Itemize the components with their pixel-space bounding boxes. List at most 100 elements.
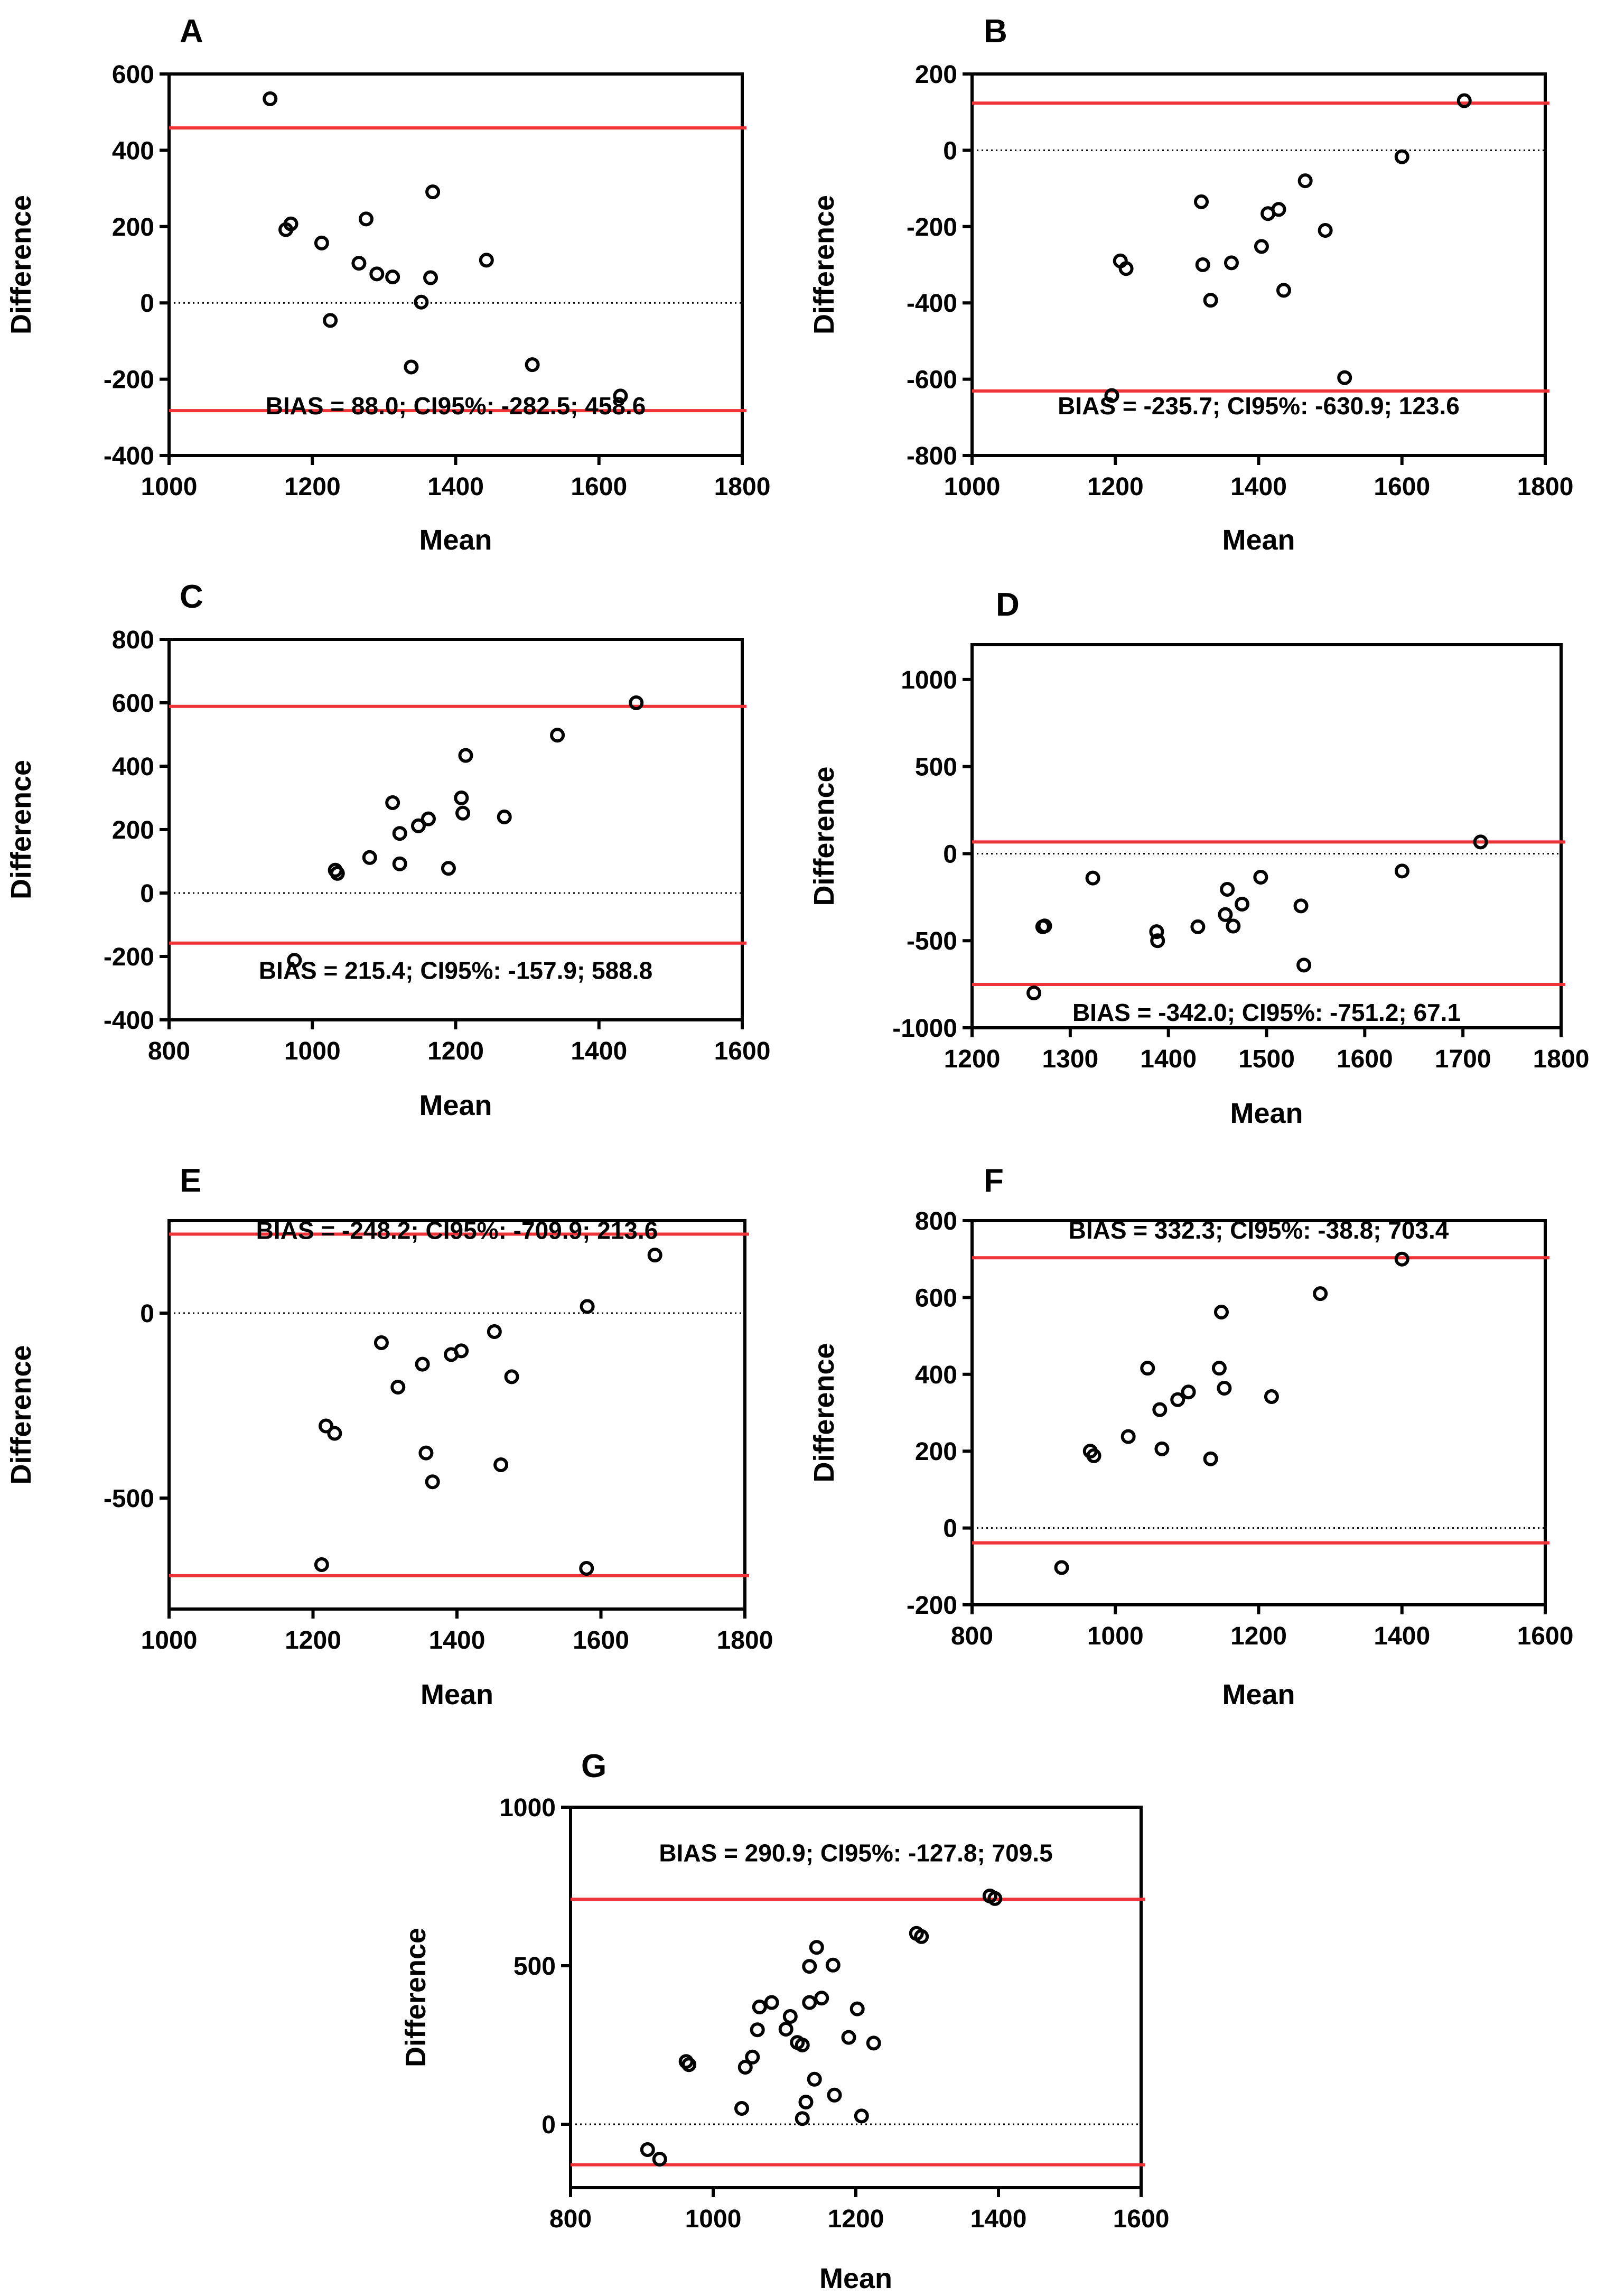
data-point [782, 2009, 798, 2024]
y-tick-label: 400 [915, 1361, 957, 1389]
x-tick-label: 800 [549, 2205, 592, 2233]
data-point [1203, 1451, 1218, 1466]
x-axis-title: Mean [1230, 1098, 1303, 1129]
data-point [1217, 1380, 1232, 1396]
data-point [441, 861, 456, 876]
y-axis-title: Difference [808, 766, 840, 906]
data-point [647, 1248, 662, 1263]
data-point [1224, 255, 1239, 271]
data-point [1226, 918, 1241, 934]
data-point [580, 1299, 595, 1314]
data-point [1026, 986, 1042, 1001]
data-point [390, 1380, 406, 1395]
data-point [362, 850, 377, 865]
panel-letter: D [996, 587, 1020, 623]
data-point [807, 2071, 822, 2087]
panel-letter: E [180, 1163, 201, 1199]
y-axis-title: Difference [5, 1345, 37, 1484]
x-tick-label: 1400 [970, 2205, 1027, 2233]
data-point [1085, 870, 1100, 886]
y-axis-title: Difference [400, 1928, 432, 2067]
x-tick-label: 1200 [944, 1045, 1001, 1073]
x-tick-label: 1600 [1374, 473, 1430, 501]
x-axis-title: Mean [421, 1679, 493, 1711]
data-point [525, 357, 540, 373]
data-point [914, 1929, 929, 1944]
x-tick-label: 1800 [714, 473, 771, 501]
data-point [737, 2060, 753, 2075]
y-axis-title: Difference [5, 195, 37, 334]
data-point [504, 1369, 519, 1384]
data-point [1254, 239, 1269, 254]
y-tick-label: 1000 [901, 666, 957, 694]
y-tick-label: 600 [915, 1284, 957, 1312]
data-point [374, 1335, 389, 1350]
data-point [404, 359, 419, 375]
data-point [1264, 1389, 1279, 1404]
x-tick-label: 1500 [1238, 1045, 1295, 1073]
bias-annotation: BIAS = 332.3; CI95%: -38.8; 703.4 [1069, 1216, 1449, 1244]
y-axis-title: Difference [808, 195, 840, 334]
y-tick-label: 0 [943, 1515, 957, 1543]
data-point [854, 2108, 869, 2124]
y-tick-label: 0 [140, 290, 154, 318]
data-point [392, 826, 407, 841]
y-tick-label: -400 [104, 1007, 154, 1035]
data-point [1313, 1286, 1328, 1302]
data-point [454, 791, 469, 805]
bias-annotation: BIAS = -248.2; CI95%: -709.9; 213.6 [256, 1216, 658, 1244]
data-point [681, 2057, 697, 2072]
y-tick-label: 0 [943, 137, 957, 165]
panel-g: 800 1000 1200 1400 1600 0 500 1000 Mean Differenc… [400, 1748, 1169, 2294]
data-point [1190, 919, 1206, 934]
data-point [283, 216, 298, 231]
plot-frame [970, 643, 1563, 1029]
y-tick-label: 400 [112, 137, 154, 165]
data-point [1276, 283, 1291, 298]
x-tick-label: 800 [951, 1622, 993, 1650]
data-point [1104, 388, 1119, 403]
panel-e: 1000 1200 1400 1600 1800 -500 0 Mean Difference E… [5, 1163, 773, 1711]
y-tick-label: -200 [104, 943, 154, 971]
data-point [1152, 1402, 1168, 1417]
bias-annotation: BIAS = -235.7; CI95%: -630.9; 123.6 [1058, 392, 1460, 420]
x-tick-label: 800 [148, 1037, 190, 1065]
y-tick-label: 1000 [499, 1794, 556, 1822]
y-tick-label: 600 [112, 61, 154, 89]
data-point [1253, 869, 1268, 885]
y-tick-label: -1000 [892, 1015, 957, 1043]
x-tick-label: 1000 [284, 1037, 341, 1065]
data-point [1154, 1441, 1170, 1456]
x-tick-label: 1600 [573, 1626, 629, 1654]
data-point [652, 2152, 667, 2167]
y-tick-label: -200 [104, 366, 154, 394]
plot-frame [167, 1219, 746, 1611]
x-tick-label: 1300 [1042, 1045, 1098, 1073]
y-tick-label: -800 [907, 442, 957, 470]
y-tick-label: 400 [112, 753, 154, 781]
y-tick-label: 500 [513, 1953, 556, 1981]
y-tick-label: -400 [104, 442, 154, 470]
y-tick-label: 0 [140, 1300, 154, 1328]
data-point [814, 1991, 829, 2006]
x-tick-label: 1000 [685, 2205, 742, 2233]
x-tick-label: 1200 [828, 2205, 884, 2233]
data-point [423, 270, 438, 285]
data-point [827, 2087, 842, 2103]
data-point [327, 1426, 342, 1441]
y-tick-label: 200 [112, 816, 154, 844]
x-tick-label: 1400 [427, 473, 484, 501]
y-tick-label: 0 [541, 2111, 556, 2139]
panel-letter: F [984, 1163, 1004, 1199]
y-tick-label: -600 [907, 366, 957, 394]
data-point [579, 1561, 594, 1576]
panel-letter: B [984, 13, 1007, 50]
x-tick-label: 1600 [571, 473, 627, 501]
x-tick-label: 1200 [1230, 1622, 1287, 1650]
data-point [1456, 93, 1472, 108]
data-point [752, 2000, 767, 2014]
y-axis-title: Difference [808, 1343, 840, 1482]
x-tick-label: 1600 [1517, 1622, 1574, 1650]
y-tick-label: -400 [907, 290, 957, 318]
